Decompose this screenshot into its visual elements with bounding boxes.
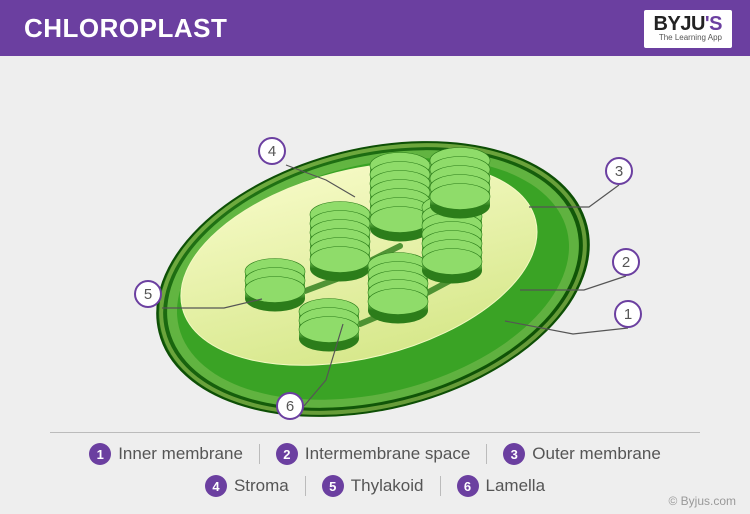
legend-divider bbox=[50, 432, 700, 433]
legend-number-badge: 1 bbox=[89, 443, 111, 465]
legend-label: Stroma bbox=[234, 476, 289, 496]
legend-area: 1 Inner membrane 2 Intermembrane space 3 Oute… bbox=[0, 432, 750, 497]
callout-number: 3 bbox=[605, 157, 633, 185]
callout-number: 2 bbox=[612, 248, 640, 276]
legend-separator bbox=[486, 444, 487, 464]
legend-label: Inner membrane bbox=[118, 444, 243, 464]
header-bar: CHLOROPLAST BYJU'S The Learning App bbox=[0, 0, 750, 56]
legend-number-badge: 6 bbox=[457, 475, 479, 497]
legend-separator bbox=[440, 476, 441, 496]
legend-item: 1 Inner membrane bbox=[89, 443, 243, 465]
logo-tagline: The Learning App bbox=[654, 34, 722, 42]
legend-row: 1 Inner membrane 2 Intermembrane space 3 Oute… bbox=[89, 443, 661, 465]
legend-item: 6 Lamella bbox=[457, 475, 546, 497]
legend-separator bbox=[259, 444, 260, 464]
legend-item: 4 Stroma bbox=[205, 475, 289, 497]
legend-number-badge: 4 bbox=[205, 475, 227, 497]
legend-label: Intermembrane space bbox=[305, 444, 470, 464]
brand-logo: BYJU'S The Learning App bbox=[644, 10, 732, 48]
callout-number: 4 bbox=[258, 137, 286, 165]
legend-item: 3 Outer membrane bbox=[503, 443, 661, 465]
logo-brand: BYJU bbox=[654, 13, 705, 35]
legend-number-badge: 5 bbox=[322, 475, 344, 497]
diagram-area: 4 3 2 1 5 6 bbox=[0, 56, 750, 428]
legend-number-badge: 2 bbox=[276, 443, 298, 465]
chloroplast-illustration bbox=[0, 56, 750, 428]
callout-number: 1 bbox=[614, 300, 642, 328]
legend-number-badge: 3 bbox=[503, 443, 525, 465]
callout-number: 6 bbox=[276, 392, 304, 420]
legend-separator bbox=[305, 476, 306, 496]
legend-label: Outer membrane bbox=[532, 444, 661, 464]
legend-row: 4 Stroma 5 Thylakoid 6 Lamella bbox=[205, 475, 545, 497]
legend-label: Thylakoid bbox=[351, 476, 424, 496]
legend-item: 2 Intermembrane space bbox=[276, 443, 470, 465]
logo-apostrophe: 'S bbox=[705, 13, 722, 35]
legend-item: 5 Thylakoid bbox=[322, 475, 424, 497]
legend-label: Lamella bbox=[486, 476, 546, 496]
credit-text: © Byjus.com bbox=[668, 494, 736, 508]
page-title: CHLOROPLAST bbox=[24, 13, 227, 44]
callout-number: 5 bbox=[134, 280, 162, 308]
